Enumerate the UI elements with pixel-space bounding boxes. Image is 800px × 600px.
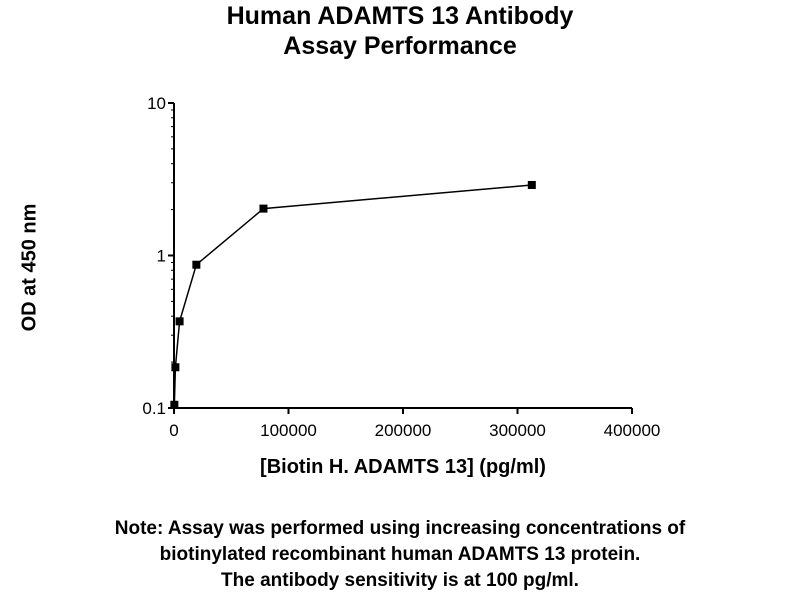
data-point <box>527 180 536 189</box>
note-line-2: biotinylated recombinant human ADAMTS 13… <box>159 544 641 565</box>
series-line <box>173 184 532 405</box>
chart-subtitle: Assay Performance <box>283 32 517 60</box>
y-tick-label: 1 <box>157 247 166 266</box>
data-point <box>171 363 180 372</box>
note-line-3: The antibody sensitivity is at 100 pg/ml… <box>221 570 579 591</box>
data-point <box>175 317 184 326</box>
y-tick-label: 0.1 <box>142 399 166 418</box>
chart-title: Human ADAMTS 13 Antibody <box>226 2 574 30</box>
x-tick-label: 100000 <box>260 421 317 440</box>
x-tick-label: 200000 <box>375 421 432 440</box>
note-line-1: Note: Assay was performed using increasi… <box>114 518 686 539</box>
data-point <box>259 204 268 213</box>
x-tick-label: 0 <box>169 421 178 440</box>
data-point <box>192 260 201 269</box>
x-axis-label: [Biotin H. ADAMTS 13] (pg/ml) <box>260 456 546 478</box>
x-tick-label: 400000 <box>604 421 661 440</box>
data-point <box>170 400 179 409</box>
y-tick-label: 10 <box>147 94 166 113</box>
x-tick-label: 300000 <box>489 421 546 440</box>
